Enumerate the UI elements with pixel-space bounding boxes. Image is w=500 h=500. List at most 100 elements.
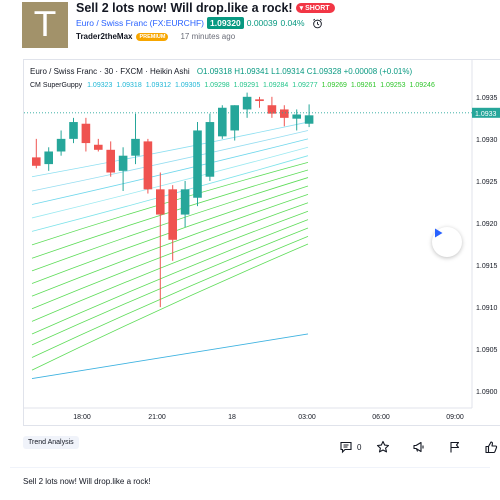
indicator-value: 1.09269 <box>321 82 347 89</box>
megaphone-icon <box>413 441 424 453</box>
candle-down <box>106 149 115 173</box>
chart-panel[interactable]: 1.0935 1.0930 1.0925 1.0920 1.0915 1.0910 1.09… <box>23 59 500 426</box>
ema-line <box>31 333 309 380</box>
alarm-clock-icon[interactable] <box>312 18 323 29</box>
indicator-value: 1.09253 <box>380 82 406 89</box>
candle-down <box>81 123 91 144</box>
comment-icon <box>340 441 352 454</box>
x-tick-label: 18 <box>228 414 236 421</box>
x-tick-label: 21:00 <box>148 414 166 421</box>
candle-down <box>143 141 153 190</box>
indicator-value: 1.09323 <box>87 82 113 89</box>
candle-up <box>304 115 314 124</box>
divider <box>10 467 490 468</box>
y-tick-label: 1.0900 <box>476 389 498 396</box>
legend-symbol: Euro / Swiss Franc · 30 · FXCM · Heikin … <box>30 67 190 76</box>
candle-up <box>69 122 78 139</box>
guppy-line <box>31 146 309 219</box>
x-tick-label: 03:00 <box>298 414 316 421</box>
y-tick-label: 1.0930 <box>476 137 498 144</box>
indicator-values: 1.09323 1.09318 1.09312 1.09305 1.09298 1.092… <box>87 82 439 89</box>
y-tick-label: 1.0925 <box>476 179 498 186</box>
candle-up <box>193 130 202 198</box>
author-row: Trader2theMax PREMIUM 17 minutes ago <box>76 32 235 41</box>
candle-up <box>218 107 227 137</box>
last-price-box <box>472 107 500 118</box>
guppy-line <box>31 210 309 322</box>
idea-header: T Sell 2 lots now! Will drop.like a rock… <box>0 0 500 50</box>
chart-legend-indicator: CM SuperGuppy 1.09323 1.09318 1.09312 1.093… <box>30 82 439 89</box>
candle-down <box>267 105 277 114</box>
guppy-line <box>31 138 309 205</box>
chart-svg[interactable]: 1.0935 1.0930 1.0925 1.0920 1.0915 1.0910 1.09… <box>24 60 500 426</box>
comments-count: 0 <box>357 442 362 452</box>
x-tick-label: 06:00 <box>372 414 390 421</box>
guppy-line <box>31 130 309 192</box>
guppy-line <box>31 121 309 178</box>
guppy-line <box>31 227 309 346</box>
guppy-line <box>31 194 309 297</box>
y-tick-label: 1.0915 <box>476 263 498 270</box>
flag-icon <box>450 441 460 453</box>
chart-legend-main: Euro / Swiss Franc · 30 · FXCM · Heikin … <box>30 67 412 76</box>
candle-up <box>131 138 140 156</box>
like-button[interactable] <box>484 440 498 454</box>
candle-up <box>180 189 190 215</box>
tag-trend-analysis[interactable]: Trend Analysis <box>23 436 79 449</box>
price-badge: 1.09320 <box>207 17 244 29</box>
indicator-value: 1.09277 <box>292 82 318 89</box>
indicator-value: 1.09305 <box>175 82 201 89</box>
report-button[interactable] <box>448 440 462 454</box>
author-name[interactable]: Trader2theMax <box>76 32 133 41</box>
candle-down <box>94 144 103 150</box>
guppy-line <box>31 243 309 371</box>
premium-badge: PREMIUM <box>136 32 169 41</box>
short-badge: ▾ SHORT <box>295 3 335 13</box>
candle-down <box>168 189 177 240</box>
indicator-value: 1.09246 <box>409 82 435 89</box>
play-button[interactable] <box>432 227 462 257</box>
price-change: 0.00039 <box>246 18 278 28</box>
idea-description: Sell 2 lots now! Will drop.like a rock! <box>23 477 151 486</box>
idea-title[interactable]: Sell 2 lots now! Will drop.like a rock! ▾… <box>76 1 335 15</box>
x-tick-label: 09:00 <box>446 414 464 421</box>
y-tick-label: 1.0905 <box>476 347 498 354</box>
candle-up <box>205 122 215 177</box>
indicator-value: 1.09261 <box>350 82 377 89</box>
indicator-value: 1.09284 <box>262 82 289 89</box>
indicator-value: 1.09312 <box>145 82 172 89</box>
favorite-button[interactable] <box>376 440 390 454</box>
candle-down <box>280 109 289 118</box>
candle-down <box>156 189 165 215</box>
share-button[interactable] <box>412 440 426 454</box>
y-tick-label: 1.0920 <box>476 221 498 228</box>
comments-button[interactable]: 0 <box>339 440 361 454</box>
guppy-line <box>31 236 309 358</box>
legend-ohlc: O1.09318 H1.09341 L1.09314 C1.09328 +0.0… <box>196 67 413 76</box>
star-icon <box>376 440 390 453</box>
guppy-line <box>31 219 309 335</box>
indicator-name: CM SuperGuppy <box>30 82 83 89</box>
last-price-label: 1.0933 <box>475 111 497 118</box>
guppy-line <box>31 202 309 310</box>
y-tick-label: 1.0910 <box>476 305 498 312</box>
candle-up <box>44 151 53 165</box>
indicator-value: 1.09291 <box>233 82 259 89</box>
candle-up <box>292 114 301 119</box>
indicator-value: 1.09298 <box>204 82 230 89</box>
x-tick-label: 18:00 <box>73 414 91 421</box>
candle-up <box>242 96 252 110</box>
symbol-row: Euro / Swiss Franc (FX:EURCHF) 1.09320 0… <box>76 17 323 29</box>
candle-up <box>118 155 128 171</box>
published-time: 17 minutes ago <box>180 32 236 41</box>
candle-down <box>32 157 41 166</box>
candle-down <box>255 99 264 102</box>
candle-up <box>56 138 66 152</box>
symbol-link[interactable]: Euro / Swiss Franc (FX:EURCHF) <box>76 18 204 28</box>
indicator-value: 1.09318 <box>116 82 142 89</box>
thumbs-up-icon <box>485 441 498 454</box>
author-avatar[interactable]: T <box>22 2 68 48</box>
price-change-percent: 0.04% <box>280 18 305 28</box>
idea-title-text[interactable]: Sell 2 lots now! Will drop.like a rock! <box>76 1 293 15</box>
y-tick-label: 1.0935 <box>476 95 498 102</box>
